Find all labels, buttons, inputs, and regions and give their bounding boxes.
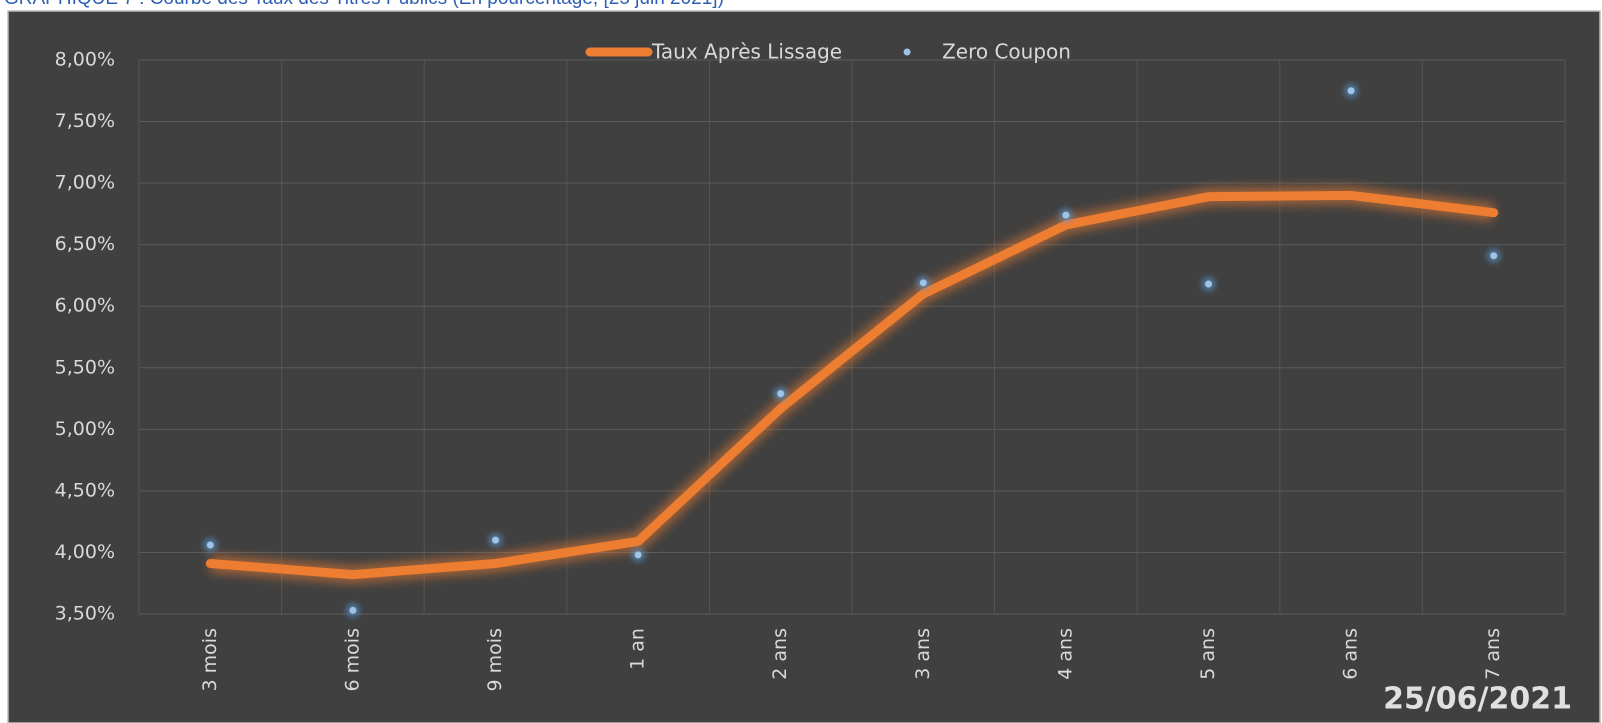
data-point [1062,211,1070,219]
x-tick-label: 6 mois [341,628,363,691]
x-tick-label: 3 mois [199,628,221,691]
y-tick-label: 4,50% [55,479,115,501]
x-tick-label: 2 ans [769,628,791,680]
data-point [1205,280,1212,288]
y-tick-label: 4,00% [55,541,115,563]
y-tick-label: 8,00% [55,49,115,71]
y-tick-label: 5,00% [55,418,115,440]
y-tick-label: 6,50% [55,233,115,255]
data-point [919,279,927,287]
x-tick-label: 5 ans [1197,628,1219,680]
data-point [1490,252,1498,260]
x-tick-label: 7 ans [1482,628,1504,680]
data-point [492,536,499,544]
series-line [205,190,1499,580]
date-label: 25/06/2021 [1383,682,1572,717]
chart-panel [7,10,1601,723]
data-point [777,390,785,398]
x-tick-label: 3 ans [912,628,934,680]
chart-title: GRAPHIQUE 7 : Courbe des Taux des Titres… [4,0,724,9]
y-tick-label: 7,50% [55,110,115,132]
legend: Taux Après Lissage Zero Coupon [585,40,1071,64]
legend-label: Zero Coupon [942,40,1071,64]
legend-label: Taux Après Lissage [651,40,842,64]
x-tick-label: 4 ans [1054,628,1076,680]
x-tick-label: 9 mois [484,628,506,691]
y-tick-label: 5,50% [55,356,115,378]
legend-swatch [903,48,911,56]
y-tick-label: 7,00% [55,172,115,194]
data-point [634,551,642,559]
data-point [206,541,214,549]
y-tick-label: 6,00% [55,295,115,317]
x-tick-label: 6 ans [1340,628,1362,680]
x-tick-label: 1 an [627,628,649,670]
y-tick-label: 3,50% [55,603,115,625]
data-point [1347,87,1355,95]
data-point [349,606,357,614]
